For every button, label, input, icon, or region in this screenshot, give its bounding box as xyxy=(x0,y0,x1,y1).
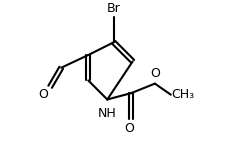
Text: O: O xyxy=(150,67,160,80)
Text: O: O xyxy=(39,88,48,101)
Text: O: O xyxy=(125,122,134,135)
Text: CH₃: CH₃ xyxy=(172,88,195,101)
Text: NH: NH xyxy=(98,107,117,120)
Text: Br: Br xyxy=(107,2,120,15)
